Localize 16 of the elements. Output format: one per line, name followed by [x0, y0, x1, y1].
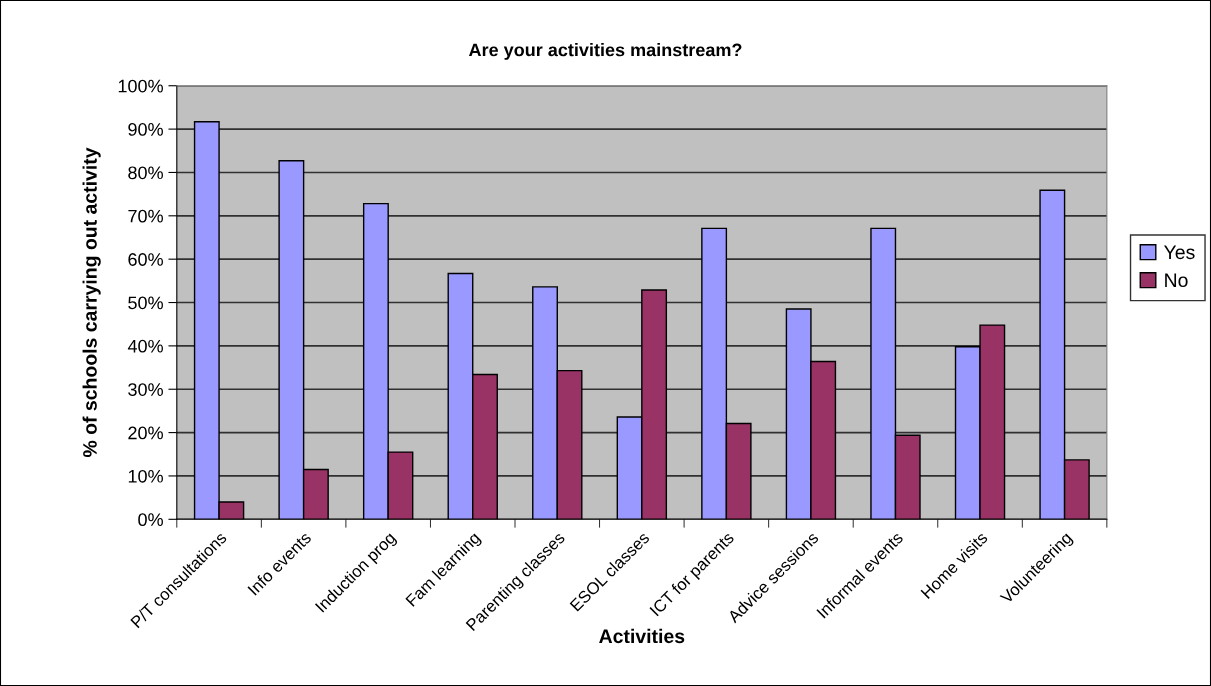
legend-label: No [1165, 273, 1188, 288]
y-tick-label: 30% [128, 383, 163, 396]
x-axis-title: Activities [599, 628, 685, 644]
y-tick-label: 20% [128, 426, 163, 440]
y-tick-label: 70% [128, 209, 163, 223]
chart-title: Are your activities mainstream? [468, 43, 742, 60]
y-axis-title: % of schools carrying out activity [82, 147, 101, 458]
y-tick-label: 50% [128, 296, 163, 310]
y-tick-label: 10% [128, 469, 163, 483]
y-tick-label: 100% [118, 79, 163, 93]
y-tick-label: 40% [127, 339, 163, 353]
y-tick-label: 80% [128, 166, 163, 180]
legend-label: Yes [1164, 245, 1195, 260]
y-tick-label: 90% [128, 123, 163, 136]
y-tick-label: 60% [128, 253, 163, 266]
y-tick-label: 0% [138, 513, 163, 527]
